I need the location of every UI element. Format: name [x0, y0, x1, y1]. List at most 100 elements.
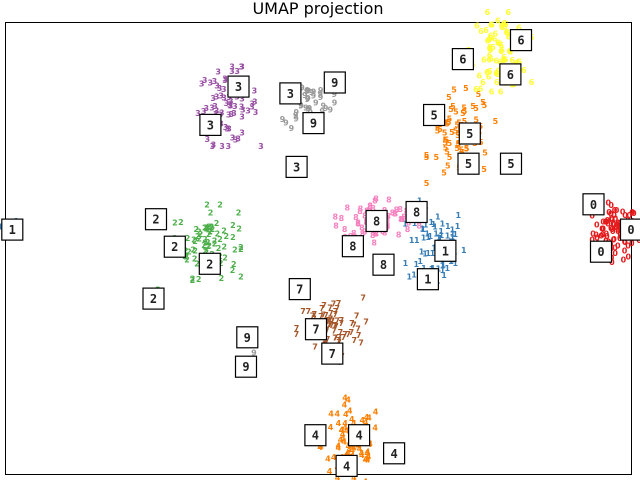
- scatter-point: 9: [293, 115, 299, 124]
- scatter-point: 6: [499, 23, 505, 32]
- scatter-point: 7: [336, 336, 342, 345]
- scatter-point: 7: [363, 318, 369, 327]
- scatter-point: 6: [497, 58, 503, 67]
- thumbnail-digit: 4: [312, 429, 319, 443]
- scatter-point: 4: [339, 425, 345, 434]
- scatter-point: 0: [589, 236, 595, 245]
- scatter-point: 0: [608, 224, 614, 233]
- scatter-point: 3: [214, 93, 220, 102]
- scatter-point: 0: [622, 238, 628, 247]
- scatter-point: 2: [217, 235, 223, 244]
- digit-thumbnail: 1: [1, 218, 24, 241]
- scatter-point: 5: [478, 138, 484, 147]
- digit-thumbnail: 5: [423, 103, 446, 127]
- scatter-point: 8: [372, 229, 378, 238]
- scatter-point: 3: [201, 107, 207, 116]
- scatter-point: 3: [231, 109, 237, 118]
- scatter-point: 0: [608, 201, 614, 210]
- thumbnail-digit: 2: [171, 240, 178, 254]
- scatter-point: 0: [615, 227, 621, 236]
- scatter-point: 7: [338, 328, 344, 337]
- scatter-point: 2: [205, 238, 211, 247]
- thumbnail-frame: [589, 240, 613, 263]
- scatter-point: 6: [495, 38, 501, 47]
- scatter-point: 4: [366, 453, 372, 462]
- scatter-point: 7: [351, 321, 357, 330]
- scatter-point: 7: [333, 307, 339, 316]
- scatter-point: 6: [493, 30, 499, 39]
- scatter-point: 9: [323, 104, 329, 113]
- scatter-point: 9: [311, 88, 317, 97]
- scatter-point: 2: [236, 224, 242, 233]
- digit-thumbnail: 0: [589, 240, 613, 263]
- scatter-point: 8: [416, 222, 422, 231]
- scatter-point: 5: [480, 98, 486, 107]
- scatter-point: 1: [445, 264, 451, 273]
- scatter-point: 6: [487, 51, 493, 60]
- scatter-point: 6: [492, 34, 498, 43]
- thumbnail-frame: [458, 122, 481, 145]
- scatter-point: 8: [399, 215, 405, 224]
- scatter-point: 6: [484, 68, 490, 77]
- scatter-point: 8: [373, 195, 379, 204]
- scatter-point: 6: [509, 56, 515, 65]
- scatter-point: 4: [336, 441, 342, 450]
- scatter-point: 6: [486, 36, 492, 45]
- scatter-point: 0: [605, 220, 611, 229]
- scatter-point: 8: [385, 212, 391, 221]
- scatter-point: 7: [333, 322, 339, 331]
- scatter-point: 5: [493, 117, 499, 126]
- scatter-point: 0: [594, 221, 600, 230]
- scatter-point: 0: [611, 235, 617, 244]
- scatter-point: 8: [401, 212, 407, 221]
- scatter-point: 5: [442, 139, 448, 148]
- digit-thumbnail: 5: [499, 152, 523, 175]
- scatter-point: 6: [480, 78, 486, 87]
- digit-thumbnail: 9: [234, 355, 258, 378]
- scatter-point: 6: [501, 56, 507, 65]
- scatter-point: 8: [371, 239, 377, 248]
- scatter-point: 4: [340, 430, 346, 439]
- scatter-point: 1: [422, 250, 428, 259]
- scatter-point: 1: [431, 220, 437, 229]
- scatter-point: 4: [343, 410, 349, 419]
- scatter-point: 0: [630, 208, 636, 217]
- thumbnail-digit: 5: [465, 157, 472, 171]
- thumbnail-frame: [582, 193, 605, 216]
- digit-thumbnail: 9: [236, 326, 259, 349]
- scatter-point: 1: [435, 213, 441, 222]
- scatter-point: 1: [417, 196, 423, 205]
- scatter-point: 9: [305, 94, 311, 103]
- thumbnail-digit: 3: [235, 80, 242, 94]
- digit-thumbnail: 8: [365, 209, 388, 233]
- thumbnail-frame: [304, 424, 327, 447]
- scatter-point: 1: [456, 211, 462, 220]
- scatter-point: 6: [499, 22, 505, 31]
- scatter-point: 6: [488, 20, 494, 29]
- scatter-point: 8: [355, 219, 361, 228]
- digit-thumbnail: 9: [302, 111, 325, 135]
- thumbnail-digit: 2: [152, 213, 159, 227]
- scatter-point: 4: [342, 419, 348, 428]
- scatter-point: 5: [455, 140, 461, 149]
- scatter-point: 0: [600, 225, 606, 234]
- digit-thumbnail: 5: [458, 122, 481, 145]
- scatter-point: 0: [609, 216, 615, 225]
- scatter-point: 1: [450, 225, 456, 234]
- scatter-point: 4: [363, 454, 369, 463]
- scatter-point: 2: [196, 228, 202, 237]
- scatter-point: 5: [464, 144, 470, 153]
- scatter-point: 3: [221, 85, 227, 94]
- scatter-point: 1: [417, 257, 423, 266]
- thumbnail-digit: 8: [413, 206, 420, 220]
- scatter-point: 1: [437, 234, 443, 243]
- scatter-point: 1: [421, 234, 427, 243]
- scatter-point: 9: [293, 111, 299, 120]
- thumbnail-digit: 1: [9, 223, 16, 237]
- scatter-point: 3: [199, 79, 205, 88]
- thumbnail-frame: [619, 218, 640, 241]
- thumbnail-digit: 3: [287, 87, 294, 101]
- scatter-point: 2: [207, 228, 213, 237]
- scatter-point: 7: [294, 330, 300, 339]
